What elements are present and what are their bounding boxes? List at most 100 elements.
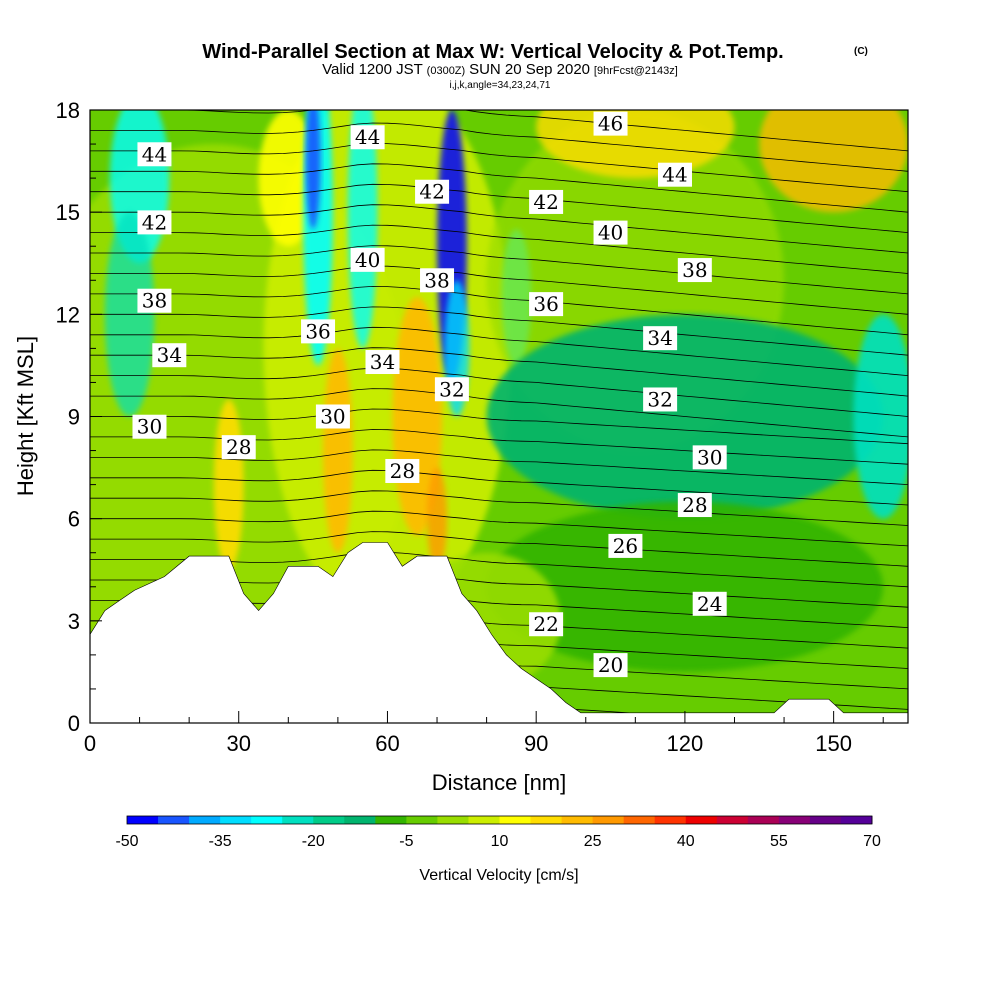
y-tick-label: 3 [68, 609, 80, 634]
contour-label-text: 44 [142, 142, 167, 166]
colorbar-tick-label: -20 [302, 833, 325, 850]
contour-label: 36 [529, 292, 564, 317]
velocity-blob [486, 501, 884, 672]
theta-contour-line [90, 531, 908, 567]
contour-label-box [529, 292, 564, 317]
valid-date: SUN 20 Sep 2020 [469, 61, 590, 78]
contour-label-text: 40 [598, 221, 623, 245]
y-tick-label: 12 [56, 302, 80, 327]
contour-label-box [608, 533, 643, 558]
colorbar-swatch [809, 816, 842, 824]
theta-contour-line [90, 245, 908, 295]
y-tick-label: 9 [68, 405, 80, 430]
colorbar-swatch [127, 816, 159, 824]
chart-title: Wind-Parallel Section at Max W: Vertical… [202, 41, 783, 63]
contour-label-text: 44 [662, 163, 687, 187]
colorbar-tick-label: 70 [863, 833, 881, 850]
theta-contour-line [90, 326, 908, 376]
copyright-mark: (C) [854, 46, 868, 57]
contour-label-text: 42 [419, 180, 444, 204]
colorbar-swatch [530, 816, 563, 824]
velocity-blob [347, 110, 378, 349]
valid-time-line: Valid 1200 JST (0300Z) SUN 20 Sep 2020 [… [322, 61, 678, 78]
valid-z: (0300Z) [427, 65, 466, 77]
x-tick-label: 60 [375, 731, 399, 756]
colorbar-label: Vertical Velocity [cm/s] [419, 867, 578, 884]
contour-label: 30 [692, 445, 727, 470]
colorbar-swatch [499, 816, 532, 824]
colorbar-swatch [406, 816, 438, 824]
velocity-blob [853, 314, 908, 519]
contour-label-text: 28 [682, 493, 707, 517]
contour-label-box [137, 210, 172, 235]
colorbar-swatch [778, 816, 811, 824]
contour-label-text: 32 [439, 377, 464, 401]
y-tick-label: 18 [56, 98, 80, 123]
theta-contour-line [90, 142, 908, 193]
contour-label: 40 [350, 247, 385, 272]
contour-label-box [350, 125, 385, 150]
contour-label: 44 [657, 162, 692, 187]
colorbar-swatch [344, 816, 376, 824]
theta-contour-line [90, 285, 908, 336]
colorbar-swatch [840, 816, 873, 824]
contour-label: 46 [593, 111, 628, 136]
contour-label: 32 [434, 377, 469, 402]
terrain-mask [90, 542, 908, 723]
colorbar-frame [126, 815, 873, 825]
contour-label-text: 38 [682, 258, 707, 282]
contour-label-text: 28 [226, 435, 251, 459]
contour-label-box [132, 414, 167, 439]
contour-label: 42 [137, 210, 172, 235]
contour-label: 42 [529, 189, 564, 214]
contour-label: 44 [350, 125, 385, 150]
colorbar-swatch [716, 816, 749, 824]
theta-contour-line [90, 163, 908, 213]
y-tick-label: 15 [56, 200, 80, 225]
contour-label-text: 34 [647, 326, 672, 350]
contour-label-box [365, 350, 400, 375]
contour-label-box [137, 142, 172, 167]
colorbar-swatch [592, 816, 625, 824]
contour-label-text: 24 [697, 592, 722, 616]
contour-label-text: 42 [142, 210, 167, 234]
colorbar-tick-label: 10 [491, 833, 509, 850]
theta-contour-line [90, 469, 908, 506]
contour-label: 38 [677, 258, 712, 283]
contour-label-box [677, 258, 712, 283]
contour-label-box [692, 445, 727, 470]
contour-label-box [643, 326, 678, 351]
colorbar-swatch [189, 816, 221, 824]
forecast-tag: [9hrFcst@2143z] [594, 65, 678, 77]
velocity-blob [759, 110, 908, 213]
contour-label-text: 28 [390, 459, 415, 483]
contour-label-text: 36 [533, 292, 558, 316]
contour-label-text: 34 [370, 350, 395, 374]
contour-label-box [593, 653, 628, 678]
contour-label-box [315, 404, 350, 429]
contour-label: 28 [385, 458, 420, 483]
y-tick-label: 6 [68, 507, 80, 532]
colorbar: -50 -35 -20 -5 10 25 40 55 70 [115, 815, 881, 850]
theta-contour-line [90, 265, 908, 315]
contour-label-box [350, 247, 385, 272]
plot-area: 44 44 46 44 42 42 42 40 40 38 38 38 36 36 34 34 34 32 32 30… [90, 110, 908, 723]
colorbar-tick-label: 25 [584, 833, 602, 850]
colorbar-tick-label: -5 [399, 833, 413, 850]
contour-label-text: 34 [157, 343, 182, 367]
valid-prefix: Valid 1200 JST [322, 61, 423, 78]
contour-label: 26 [608, 533, 643, 558]
colorbar-swatch [623, 816, 656, 824]
index-line: i,j,k,angle=34,23,24,71 [450, 80, 551, 91]
theta-contour-line [90, 306, 908, 356]
contour-label-box [137, 288, 172, 313]
colorbar-tick-label: -35 [209, 833, 232, 850]
contour-label: 20 [593, 653, 628, 678]
contour-label: 22 [529, 612, 564, 637]
contour-label: 30 [132, 414, 167, 439]
contour-label: 34 [643, 326, 678, 351]
contour-label-text: 22 [533, 612, 558, 636]
contour-label-text: 30 [137, 415, 162, 439]
contour-label: 36 [301, 319, 336, 344]
contour-label-box [677, 493, 712, 518]
